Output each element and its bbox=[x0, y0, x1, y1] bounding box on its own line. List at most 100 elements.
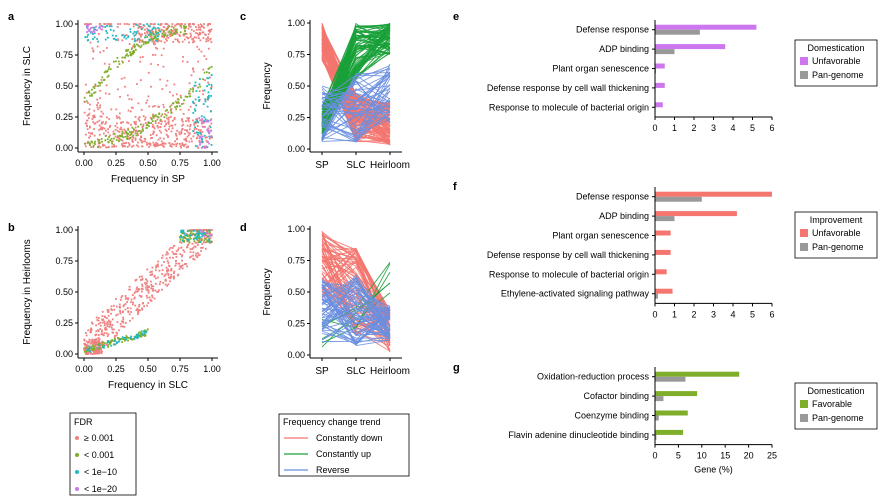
point bbox=[121, 135, 124, 138]
point bbox=[166, 79, 169, 82]
point bbox=[173, 31, 176, 34]
point bbox=[150, 283, 153, 286]
series-line bbox=[321, 294, 391, 345]
point bbox=[180, 246, 183, 249]
point bbox=[140, 33, 143, 36]
point bbox=[159, 137, 162, 140]
point bbox=[195, 32, 197, 34]
point bbox=[180, 231, 183, 234]
point bbox=[139, 279, 142, 281]
point bbox=[184, 95, 187, 98]
point bbox=[93, 116, 96, 119]
point bbox=[132, 136, 135, 139]
point bbox=[135, 123, 137, 126]
point bbox=[180, 146, 182, 149]
point bbox=[98, 343, 101, 346]
point bbox=[115, 331, 118, 334]
point bbox=[171, 256, 174, 259]
point bbox=[123, 23, 126, 25]
point bbox=[203, 116, 206, 119]
point bbox=[88, 91, 90, 94]
point bbox=[127, 132, 130, 135]
point bbox=[101, 315, 104, 317]
point bbox=[209, 23, 211, 25]
point bbox=[104, 92, 107, 95]
point bbox=[208, 29, 211, 31]
point bbox=[210, 84, 213, 86]
y-tick-label: 0.75 bbox=[55, 50, 73, 60]
point bbox=[210, 122, 213, 125]
point bbox=[152, 54, 154, 56]
point bbox=[141, 287, 143, 290]
category-label: Plant organ senescence bbox=[552, 231, 649, 241]
point bbox=[164, 34, 167, 37]
point bbox=[206, 140, 209, 143]
point bbox=[173, 143, 175, 146]
point bbox=[99, 104, 102, 107]
point bbox=[210, 241, 213, 244]
point bbox=[175, 143, 178, 146]
point bbox=[209, 235, 212, 237]
point bbox=[118, 138, 121, 141]
point bbox=[164, 113, 166, 116]
point bbox=[116, 66, 119, 68]
point bbox=[171, 23, 174, 25]
point bbox=[181, 229, 183, 232]
point bbox=[122, 145, 124, 147]
point bbox=[98, 129, 101, 131]
bar bbox=[655, 216, 675, 222]
point bbox=[93, 340, 96, 343]
point bbox=[191, 38, 194, 41]
point bbox=[108, 63, 111, 66]
point bbox=[92, 57, 95, 60]
point bbox=[166, 134, 169, 137]
panel-letter-c: c bbox=[240, 11, 246, 23]
point bbox=[126, 135, 129, 138]
point bbox=[92, 33, 94, 35]
point bbox=[116, 129, 119, 132]
point bbox=[128, 23, 130, 26]
point bbox=[153, 35, 156, 38]
point bbox=[93, 142, 96, 145]
point bbox=[146, 123, 149, 126]
point bbox=[121, 325, 124, 328]
point bbox=[202, 78, 204, 81]
point bbox=[90, 93, 93, 96]
point bbox=[84, 353, 87, 355]
point bbox=[143, 41, 145, 44]
point bbox=[135, 32, 138, 35]
point bbox=[91, 338, 94, 341]
point bbox=[113, 336, 116, 338]
point bbox=[147, 24, 150, 27]
point bbox=[128, 43, 131, 45]
point bbox=[208, 232, 211, 235]
point bbox=[85, 347, 88, 349]
legend-title: Frequency change trend bbox=[283, 417, 381, 427]
point bbox=[174, 30, 177, 32]
point bbox=[176, 98, 179, 100]
point bbox=[104, 328, 107, 331]
point bbox=[115, 39, 117, 41]
point bbox=[196, 234, 199, 237]
point bbox=[140, 330, 143, 333]
point bbox=[199, 143, 201, 146]
point bbox=[129, 28, 132, 31]
series-line bbox=[321, 25, 391, 120]
point bbox=[162, 103, 165, 106]
point bbox=[107, 128, 110, 130]
point bbox=[210, 136, 213, 138]
point bbox=[123, 339, 126, 342]
point bbox=[133, 337, 136, 340]
point bbox=[134, 45, 136, 47]
point bbox=[201, 138, 203, 141]
point bbox=[98, 119, 101, 122]
point bbox=[144, 282, 146, 284]
series-line bbox=[321, 274, 391, 320]
point bbox=[162, 281, 165, 284]
point bbox=[99, 51, 102, 54]
point bbox=[97, 319, 100, 322]
point bbox=[193, 237, 196, 240]
point bbox=[155, 264, 158, 267]
point bbox=[195, 252, 198, 255]
point bbox=[124, 321, 127, 324]
